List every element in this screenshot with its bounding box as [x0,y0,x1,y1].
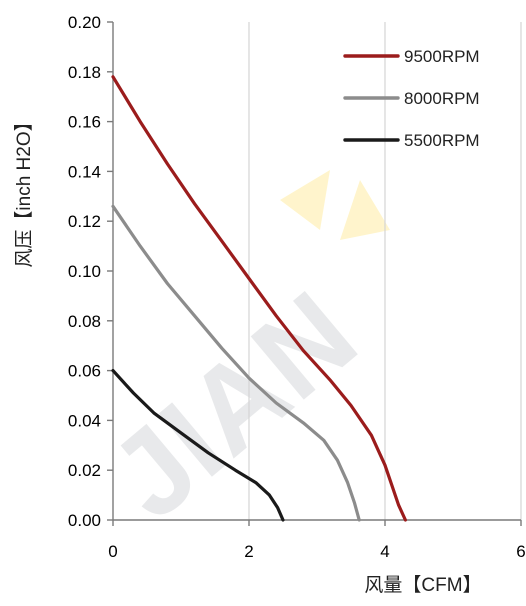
y-tick-label: 0.10 [68,262,101,281]
y-tick-label: 0.06 [68,362,101,381]
axes: 0.00 0.02 0.04 0.06 0.08 0.10 0.12 0.14 0.16 0.18… [68,13,526,561]
legend: 9500RPM 8000RPM 5500RPM [343,47,480,150]
legend-label: 5500RPM [404,131,480,150]
y-tick-label: 0.20 [68,13,101,32]
watermark-sun-ray [340,180,390,240]
y-tick-label: 0.12 [68,212,101,231]
x-tick-label: 2 [244,542,253,561]
series-line-8000rpm [111,204,361,522]
y-tick-label: 0.00 [68,511,101,530]
x-axis-title: 风量【CFM】 [364,574,481,596]
y-tick-label: 0.18 [68,63,101,82]
series-line-5500rpm [111,369,285,522]
series-layer [111,75,407,522]
y-tick-label: 0.02 [68,461,101,480]
x-tick-label: 6 [516,542,525,561]
grid [248,22,522,520]
y-tick-label: 0.16 [68,113,101,132]
brand-watermark: JIAN [85,170,390,545]
legend-label: 8000RPM [404,89,480,108]
y-tick-label: 0.14 [68,162,101,181]
legend-label: 9500RPM [404,47,480,66]
y-tick-label: 0.08 [68,312,101,331]
y-axis-title: 风压【inch H2O】 [13,112,35,267]
y-tick-label: 0.04 [68,411,101,430]
x-tick-label: 0 [108,542,117,561]
x-tick-label: 4 [380,542,389,561]
series-line-9500rpm [111,75,407,522]
watermark-text: JIAN [85,266,381,544]
watermark-sun-ray [280,170,330,230]
